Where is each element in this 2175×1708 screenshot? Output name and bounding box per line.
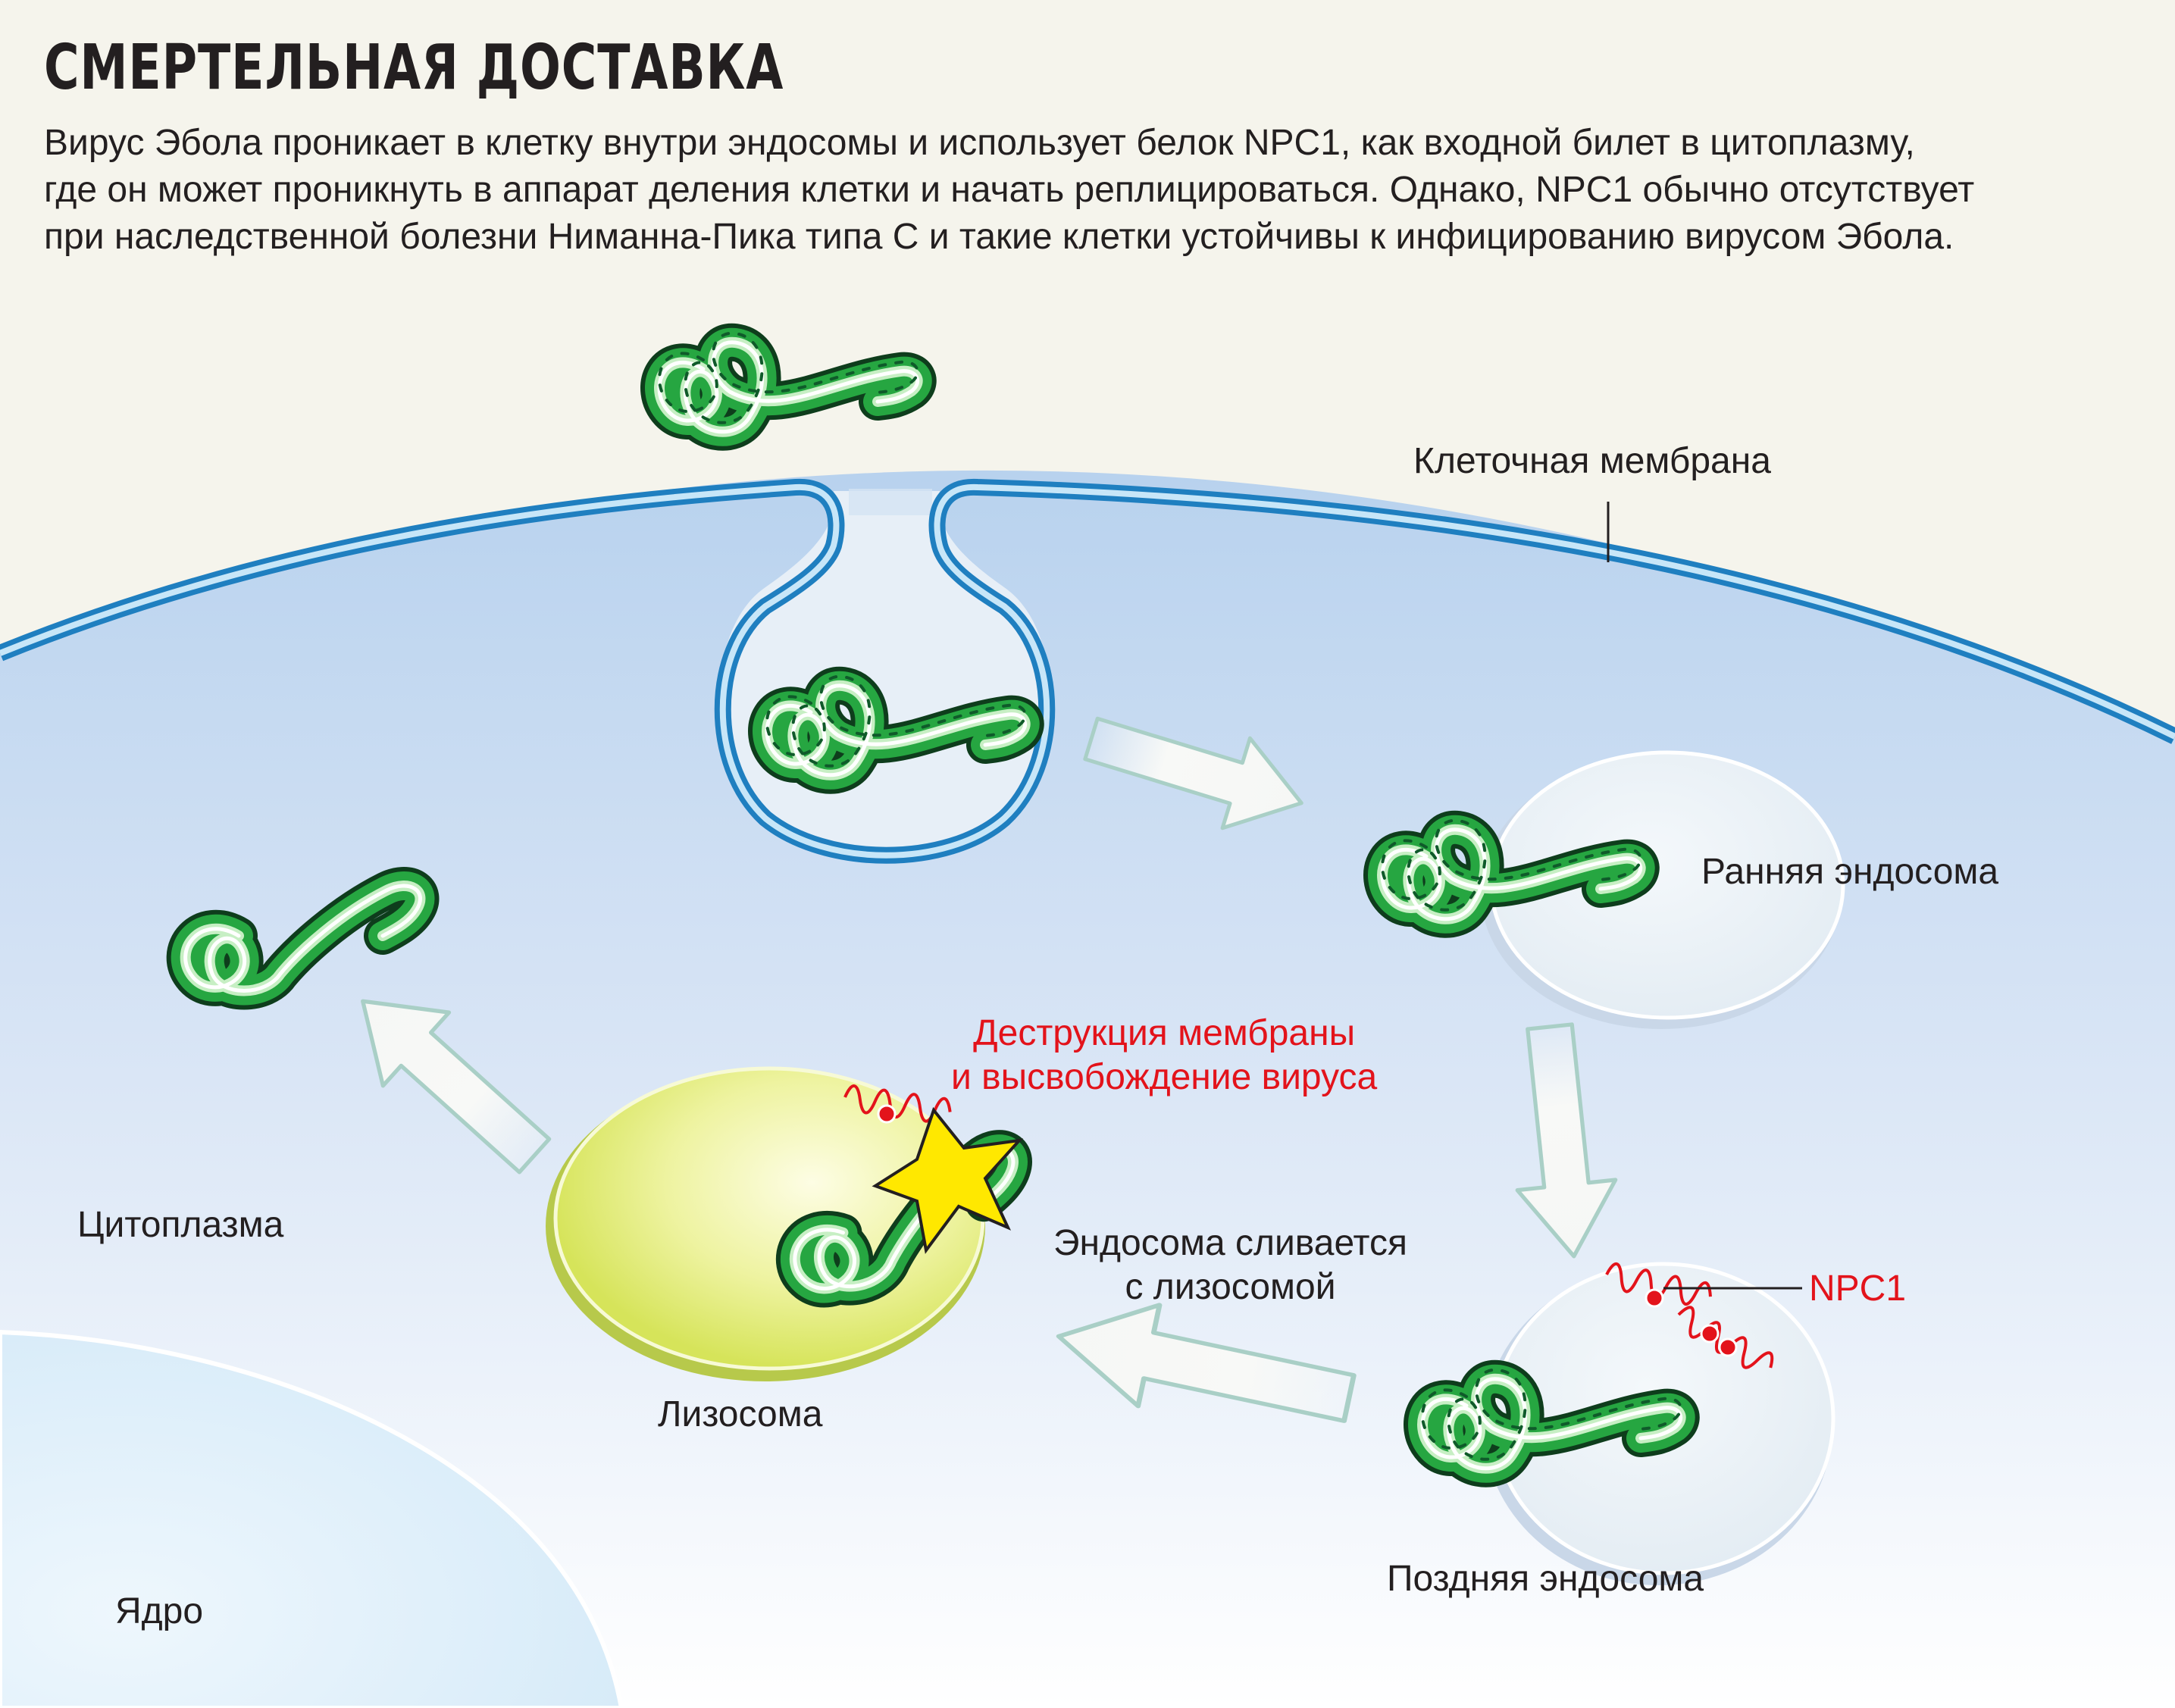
label-cytoplasm: Цитоплазма <box>77 1205 284 1245</box>
label-late-endosome: Поздняя эндосома <box>1387 1559 1704 1599</box>
membrane-rupture-starburst <box>872 1106 1024 1254</box>
npc1-protein <box>1602 1260 1802 1381</box>
label-membrane-destruction: Деструкция мембраны и высвобождение виру… <box>951 1013 1378 1097</box>
intro-line: где он может проникнуть в аппарат делени… <box>44 170 1975 210</box>
intro-text: Вирус Эбола проникает в клетку внутри эн… <box>44 120 2136 261</box>
label-cell-membrane: Клеточная мембрана <box>1413 441 1771 481</box>
label-early-endosome: Ранняя эндосома <box>1701 852 1999 892</box>
label-npc1: NPC1 <box>1809 1268 1907 1309</box>
label-fusion: Эндосома сливается с лизосомой <box>1053 1223 1407 1307</box>
virus-outside-cell <box>659 333 918 432</box>
intro-line: при наследственной болезни Ниманна-Пика … <box>44 217 1954 257</box>
nucleus <box>0 1329 624 1708</box>
label-nucleus: Ядро <box>115 1591 204 1631</box>
page-title: СМЕРТЕЛЬНАЯ ДОСТАВКА <box>44 32 784 104</box>
label-lysosome: Лизосома <box>658 1394 823 1434</box>
intro-line: Вирус Эбола проникает в клетку внутри эн… <box>44 123 1915 163</box>
